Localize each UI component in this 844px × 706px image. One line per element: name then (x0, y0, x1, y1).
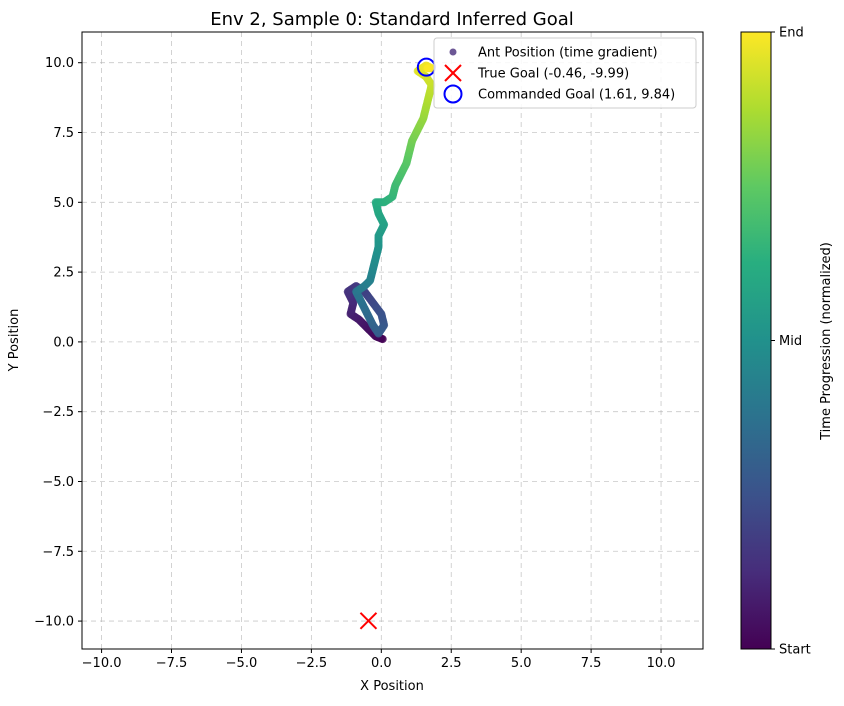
legend-dot-marker (449, 48, 457, 56)
y-axis-label: Y Position (7, 309, 22, 373)
y-axis-ticks: −10.0 −7.5 −5.0 −2.5 0.0 2.5 5.0 7.5 10.0 (34, 56, 82, 630)
legend-item-ant-position: Ant Position (time gradient) (478, 46, 658, 61)
y-tick-label: −10.0 (34, 615, 74, 630)
x-tick-label: 10.0 (647, 656, 676, 671)
legend-x-marker (444, 64, 462, 82)
x-tick-label: −7.5 (156, 656, 188, 671)
y-tick-label: 0.0 (53, 335, 74, 350)
y-tick-label: 10.0 (45, 56, 74, 71)
x-tick-label: 5.0 (511, 656, 532, 671)
legend-box (433, 37, 697, 109)
legend-item-commanded-goal: Commanded Goal (1.61, 9.84) (478, 88, 675, 103)
x-tick-label: −5.0 (226, 656, 258, 671)
y-tick-label: −5.0 (42, 475, 74, 490)
colorbar-ticks: End Mid Start (771, 26, 811, 658)
colorbar-tick-label: Mid (779, 334, 802, 349)
x-axis-ticks: −10.0 −7.5 −5.0 −2.5 0.0 2.5 5.0 7.5 10.0 (82, 649, 676, 671)
legend-circle-marker (443, 84, 463, 104)
trajectory (343, 61, 436, 344)
legend: Ant Position (time gradient) True Goal (… (433, 37, 697, 109)
grid (82, 32, 703, 649)
colorbar-tick-label: Start (779, 643, 811, 658)
colorbar (740, 31, 772, 650)
x-axis-label: X Position (360, 679, 424, 694)
true-goal-marker (359, 612, 378, 630)
y-tick-label: 7.5 (53, 126, 74, 141)
chart-title: Env 2, Sample 0: Standard Inferred Goal (210, 9, 574, 30)
goal-markers (359, 57, 436, 630)
y-tick-label: 2.5 (53, 266, 74, 281)
x-tick-label: −10.0 (82, 656, 122, 671)
colorbar-label: Time Progression (normalized) (819, 242, 834, 441)
colorbar-tick-label: End (779, 26, 804, 41)
x-tick-label: 2.5 (441, 656, 462, 671)
plot-frame (81, 31, 704, 650)
ant-position-point (423, 64, 432, 73)
x-tick-label: 7.5 (581, 656, 602, 671)
x-tick-label: −2.5 (296, 656, 328, 671)
x-tick-label: 0.0 (371, 656, 392, 671)
y-tick-label: −7.5 (42, 545, 74, 560)
y-tick-label: 5.0 (53, 196, 74, 211)
legend-item-true-goal: True Goal (-0.46, -9.99) (477, 67, 629, 82)
y-tick-label: −2.5 (42, 405, 74, 420)
